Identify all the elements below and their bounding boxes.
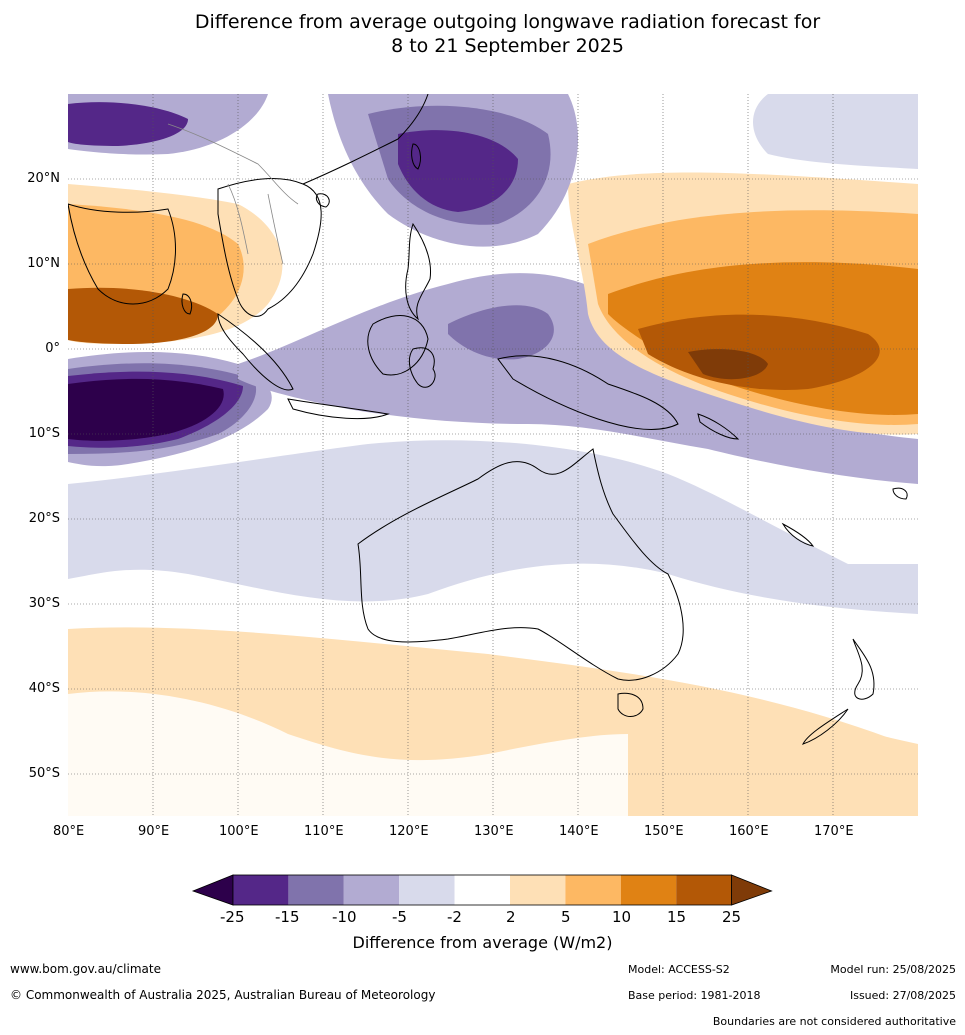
lat-label-10s: 10°S <box>28 426 60 441</box>
colorbar-tick-2: 2 <box>506 908 516 926</box>
footer-disclaimer: Boundaries are not considered authoritat… <box>712 1015 956 1028</box>
lon-label-170e: 170°E <box>814 824 854 839</box>
colorbar-swatch-2-to-5 <box>510 875 566 905</box>
map-gridlines <box>68 94 918 816</box>
colorbar-tick-minus-2: -2 <box>447 908 462 926</box>
lon-label-80e: 80°E <box>53 824 85 839</box>
taiwan-coastline <box>411 143 421 170</box>
sri-lanka-coastline <box>181 293 193 315</box>
title-line-2: 8 to 21 September 2025 <box>391 35 624 57</box>
china-coastline <box>302 94 429 185</box>
sulawesi-coastline <box>408 347 436 388</box>
fiji-coastline <box>892 487 908 500</box>
lat-label-40s: 40°S <box>28 681 60 696</box>
java-coastline <box>287 398 390 420</box>
footer-base-period: Base period: 1981-2018 <box>628 989 761 1002</box>
coastlines <box>68 94 908 745</box>
solomon-islands-coastline <box>697 413 740 440</box>
anomaly-region-philippine-sea-strong <box>398 130 518 212</box>
australia-coastline <box>357 448 684 681</box>
lon-label-140e: 140°E <box>559 824 599 839</box>
colorbar-swatch-minus-15-to-minus-10 <box>288 875 344 905</box>
anomaly-region-south-white-1 <box>68 691 628 816</box>
colorbar-tick-minus-5: -5 <box>392 908 407 926</box>
colorbar-tick-minus-15: -15 <box>275 908 300 926</box>
anomaly-region-north-indian-strong <box>68 287 218 344</box>
anomaly-region-lavender-band <box>68 440 918 614</box>
colorbar-swatch-10-to-15 <box>620 875 677 905</box>
new-guinea-coastline <box>497 355 679 430</box>
map-svg <box>68 94 918 816</box>
anomaly-region-pacific-extreme <box>688 349 768 380</box>
colorbar-tick-minus-25: -25 <box>220 908 245 926</box>
anomaly-region-pacific-very-strong <box>638 314 880 390</box>
lat-label-equator: 0° <box>45 341 60 356</box>
indochina-coastline <box>217 178 322 317</box>
colorbar-label: Difference from average (W/m2) <box>352 933 613 952</box>
anomaly-region-northeast-cool <box>753 94 918 169</box>
new-zealand-coastline <box>802 638 875 745</box>
lon-label-150e: 150°E <box>644 824 684 839</box>
footer-website: www.bom.gov.au/climate <box>10 962 161 976</box>
lon-label-100e: 100°E <box>219 824 259 839</box>
colorbar-swatch-above-25 <box>731 874 773 906</box>
colorbar-swatch-below-minus-25 <box>191 874 234 906</box>
colorbar <box>191 874 773 906</box>
footer-model: Model: ACCESS-S2 <box>628 963 730 976</box>
colorbar-tick-5: 5 <box>561 908 571 926</box>
footer-model-run: Model run: 25/08/2025 <box>830 963 956 976</box>
colorbar-swatch-minus-2-to-2 <box>454 875 510 905</box>
lat-label-50s: 50°S <box>28 766 60 781</box>
olr-anomaly-map <box>68 94 918 816</box>
tasmania-coastline <box>617 692 644 717</box>
lat-label-10n: 10°N <box>27 256 60 271</box>
chart-title: Difference from average outgoing longwav… <box>0 10 965 58</box>
colorbar-swatch-minus-25-to-minus-15 <box>233 875 289 905</box>
footer-issued: Issued: 27/08/2025 <box>849 989 956 1002</box>
anomaly-region-southeast-warm <box>628 694 918 816</box>
title-line-1: Difference from average outgoing longwav… <box>194 11 821 33</box>
colorbar-tick-minus-10: -10 <box>332 908 357 926</box>
lon-label-130e: 130°E <box>474 824 514 839</box>
colorbar-swatch-5-to-10 <box>565 875 621 905</box>
mainland-asia-boundaries <box>167 123 299 265</box>
footer-copyright: © Commonwealth of Australia 2025, Austra… <box>10 988 436 1002</box>
anomaly-region-indian-ocean-extreme <box>68 378 224 441</box>
lat-label-30s: 30°S <box>28 596 60 611</box>
colorbar-tick-15: 15 <box>667 908 687 926</box>
lat-label-20n: 20°N <box>27 171 60 186</box>
colorbar-tick-25: 25 <box>722 908 742 926</box>
lon-label-120e: 120°E <box>389 824 429 839</box>
colorbar-swatch-15-to-25 <box>676 875 732 905</box>
borneo-coastline <box>367 315 429 376</box>
country-boundaries <box>167 123 299 265</box>
lon-label-110e: 110°E <box>304 824 344 839</box>
new-caledonia-coastline <box>781 522 815 547</box>
sumatra-coastline <box>217 313 294 391</box>
philippines-coastline <box>405 222 432 321</box>
colorbar-swatch-minus-10-to-minus-5 <box>343 875 400 905</box>
lon-label-90e: 90°E <box>138 824 170 839</box>
colorbar-outline <box>232 874 733 906</box>
hainan-coastline <box>315 193 330 208</box>
lon-label-160e: 160°E <box>729 824 769 839</box>
lat-label-20s: 20°S <box>28 511 60 526</box>
india-coastline <box>68 203 176 305</box>
colorbar-tick-10: 10 <box>612 908 632 926</box>
colorbar-swatch-minus-5-to-minus-2 <box>399 875 455 905</box>
anomaly-region-maritime-strong <box>448 305 554 360</box>
anomaly-region-northwest-strong <box>68 102 188 146</box>
